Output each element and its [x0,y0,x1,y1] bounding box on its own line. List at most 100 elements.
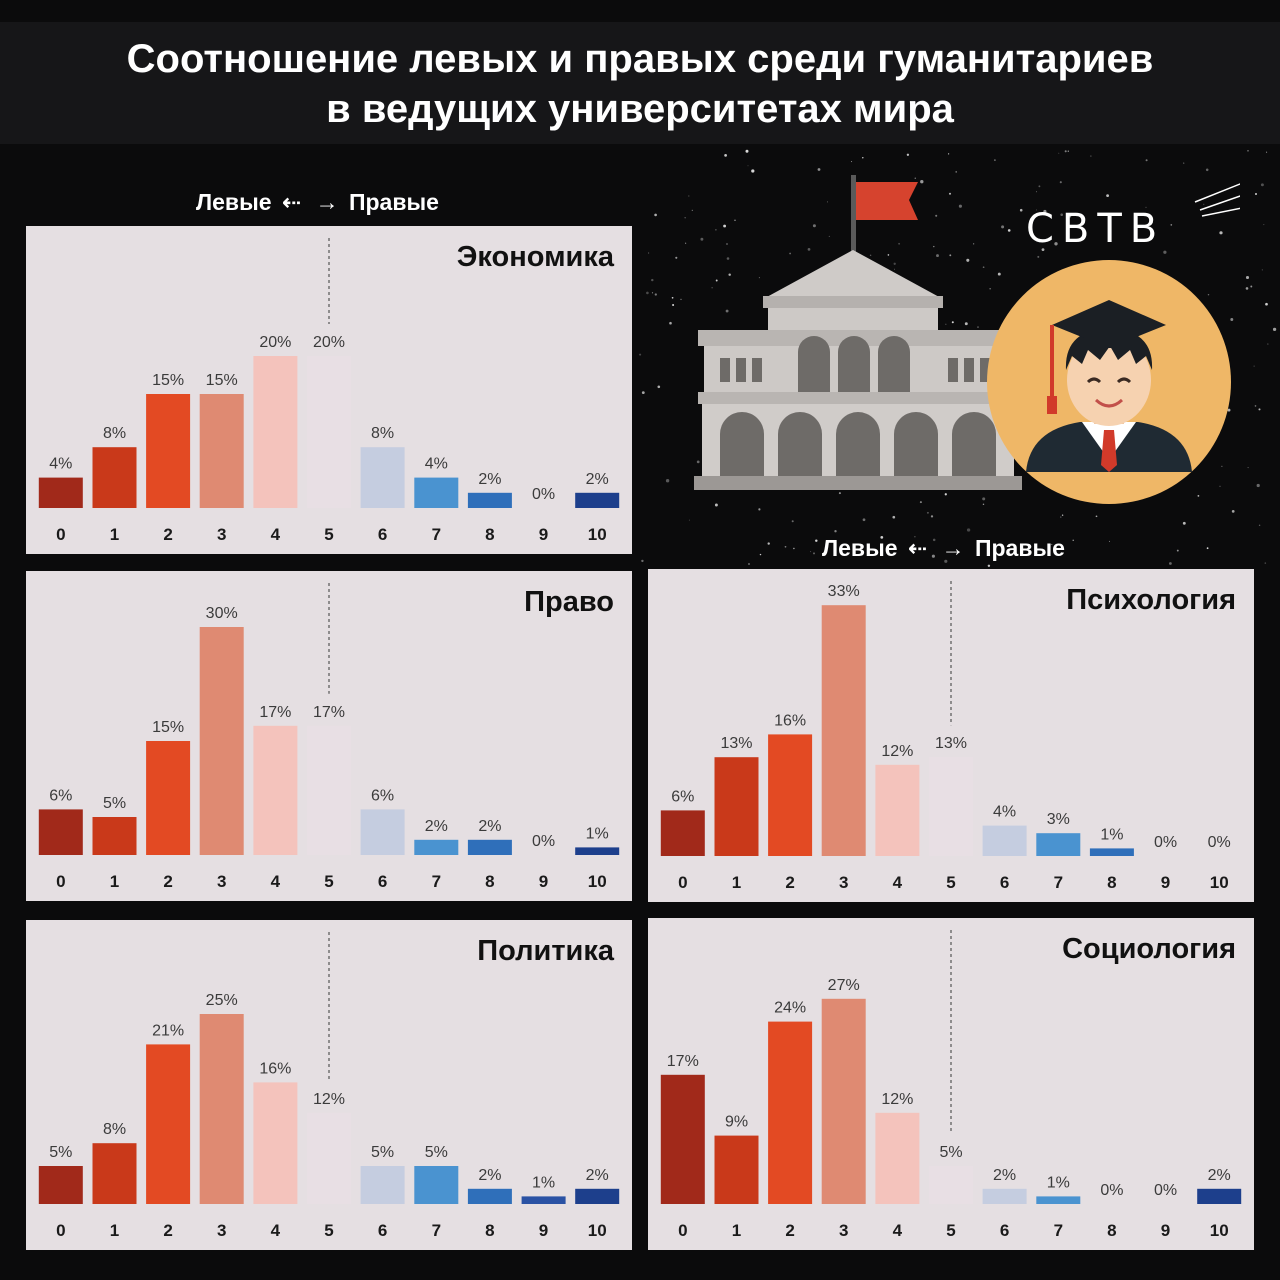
value-label: 2% [586,471,609,488]
star-dot [898,242,901,245]
value-label: 5% [49,1144,72,1161]
bar-4 [875,1112,920,1204]
star-dot [1272,327,1277,332]
value-label: 0% [1154,834,1177,851]
star-dot [726,257,730,260]
star-dot [1247,149,1249,152]
chart-panel-sociology: Социология 17% 0 9% 1 24% 2 27% 3 12% 4 5% 5 2% 6 1% 7 0%… [648,918,1254,1250]
star-dot [671,296,674,299]
star-dot [723,224,727,228]
star-dot [948,192,952,195]
value-label: 3% [1047,811,1070,828]
star-dot [1267,343,1269,345]
star-dot [958,204,962,208]
star-dot [1145,159,1148,162]
category-tick-label: 0 [56,1221,65,1240]
star-dot [951,321,954,324]
star-dot [700,237,704,241]
star-dot [887,254,890,256]
value-label: 2% [1208,1167,1231,1184]
bar-8 [467,492,512,508]
value-label: 12% [881,743,913,760]
star-dot [651,292,654,294]
category-tick-label: 8 [485,525,494,544]
bar-2 [146,394,191,508]
bar-9 [521,1196,566,1204]
star-dot [748,563,750,565]
category-tick-label: 3 [839,873,848,892]
building-icon [694,250,1022,490]
star-dot [715,279,718,282]
star-dot [1090,155,1092,157]
value-label: 6% [49,787,72,804]
bar-2 [146,1044,191,1204]
value-label: 5% [425,1144,448,1161]
category-tick-label: 6 [378,1221,387,1240]
star-dot [982,266,985,269]
value-label: 27% [828,977,860,994]
chart-sociology: Социология 17% 0 9% 1 24% 2 27% 3 12% 4 5% 5 2% 6 1% 7 0%… [660,930,1242,1240]
bar-3 [821,998,866,1204]
star-dot [815,539,818,542]
chart-title: Политика [477,935,615,967]
bar-3 [199,394,244,508]
value-label: 21% [152,1022,184,1039]
arrow-left-icon: ⇠ [281,189,302,215]
star-dot [1108,216,1110,218]
star-dot [914,177,916,179]
star-dot [1258,408,1261,411]
category-tick-label: 7 [1054,1221,1063,1240]
star-dot [838,492,841,495]
bar-8 [467,1188,512,1204]
star-dot [1059,181,1062,184]
arrow-right-icon: → [315,189,339,215]
star-dot [745,149,749,153]
star-dot [684,217,686,219]
star-dot [672,303,675,307]
value-label: 9% [725,1114,748,1131]
star-dot [1051,543,1053,545]
star-dot [759,553,762,556]
value-label: 15% [152,719,184,736]
star-dot [919,501,922,504]
bar-0 [660,1074,705,1204]
value-label: 13% [720,735,752,752]
star-dot [973,243,975,245]
bar-4 [253,356,298,508]
category-tick-label: 8 [1107,873,1116,892]
star-dot [758,508,761,511]
value-label: 20% [313,334,345,351]
category-tick-label: 0 [56,872,65,891]
star-dot [665,479,670,483]
value-label: 24% [774,1000,806,1017]
star-dot [810,551,812,553]
flag-icon [851,175,918,255]
star-dot [1064,150,1067,153]
arrow-left-icon: ⇠ [907,535,928,561]
value-label: 6% [671,788,694,805]
bar-3 [821,605,866,856]
value-label: 2% [478,818,501,835]
value-label: 16% [259,1060,291,1077]
star-dot [828,235,830,237]
bar-4 [253,725,298,855]
star-dot [926,511,929,514]
star-dot [1037,255,1040,258]
category-tick-label: 0 [678,1221,687,1240]
star-dot [711,287,713,289]
star-dot [654,293,657,296]
star-dot [641,391,645,394]
bar-4 [875,764,920,856]
star-dot [1109,540,1111,542]
category-tick-label: 6 [1000,873,1009,892]
value-label: 20% [259,334,291,351]
bar-3 [199,627,244,855]
scale-direction-label-right: Левые ⇠ → Правые [822,534,1065,562]
star-dot [669,321,672,325]
star-dot [784,545,787,548]
bar-5 [307,725,351,855]
bar-1 [92,1143,137,1204]
bar-8 [1089,848,1134,856]
star-dot [1001,225,1005,229]
star-dot [734,219,736,222]
